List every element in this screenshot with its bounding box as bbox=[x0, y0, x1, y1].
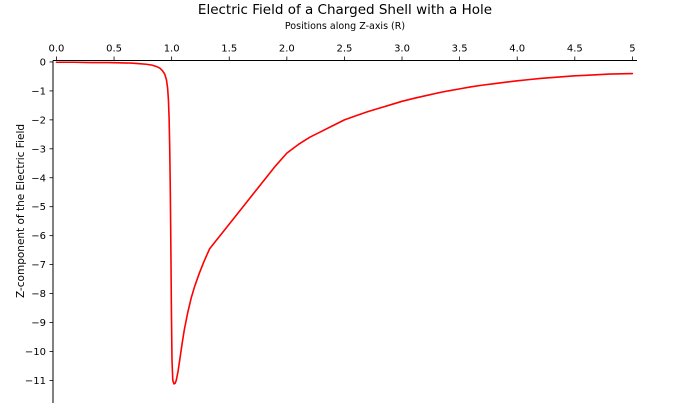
y-tick-label: −5 bbox=[31, 202, 46, 213]
x-tick-label: 3.0 bbox=[394, 44, 410, 55]
y-tick-label: 0 bbox=[40, 57, 46, 68]
x-axis-label: Positions along Z-axis (R) bbox=[284, 21, 406, 32]
y-tick-label: −11 bbox=[25, 376, 46, 387]
x-tick-label: 2.0 bbox=[279, 44, 295, 55]
y-tick-label: −10 bbox=[25, 347, 46, 358]
x-tick-label: 1.5 bbox=[221, 44, 237, 55]
x-tick-label: 4.5 bbox=[567, 44, 583, 55]
y-tick-label: −8 bbox=[31, 289, 46, 300]
y-tick-label: −2 bbox=[31, 115, 46, 126]
y-tick-label: −1 bbox=[31, 86, 46, 97]
x-tick-label: 4.0 bbox=[509, 44, 525, 55]
y-tick-label: −9 bbox=[31, 318, 46, 329]
chart-title: Electric Field of a Charged Shell with a… bbox=[197, 2, 493, 18]
y-axis-label: Z-component of the Electric Field bbox=[15, 123, 27, 299]
y-tick-label: −7 bbox=[31, 260, 46, 271]
x-tick-label: 3.5 bbox=[452, 44, 468, 55]
x-tick-label: 0.5 bbox=[106, 44, 122, 55]
y-tick-label: −3 bbox=[31, 144, 46, 155]
x-tick-label: 0.0 bbox=[49, 44, 65, 55]
field-curve bbox=[55, 61, 634, 385]
y-tick-label: −4 bbox=[31, 173, 46, 184]
y-tick-label: −6 bbox=[31, 231, 46, 242]
x-tick-label: 1.0 bbox=[164, 44, 180, 55]
x-tick-label: 5 bbox=[629, 44, 635, 55]
x-tick-label: 2.5 bbox=[336, 44, 352, 55]
